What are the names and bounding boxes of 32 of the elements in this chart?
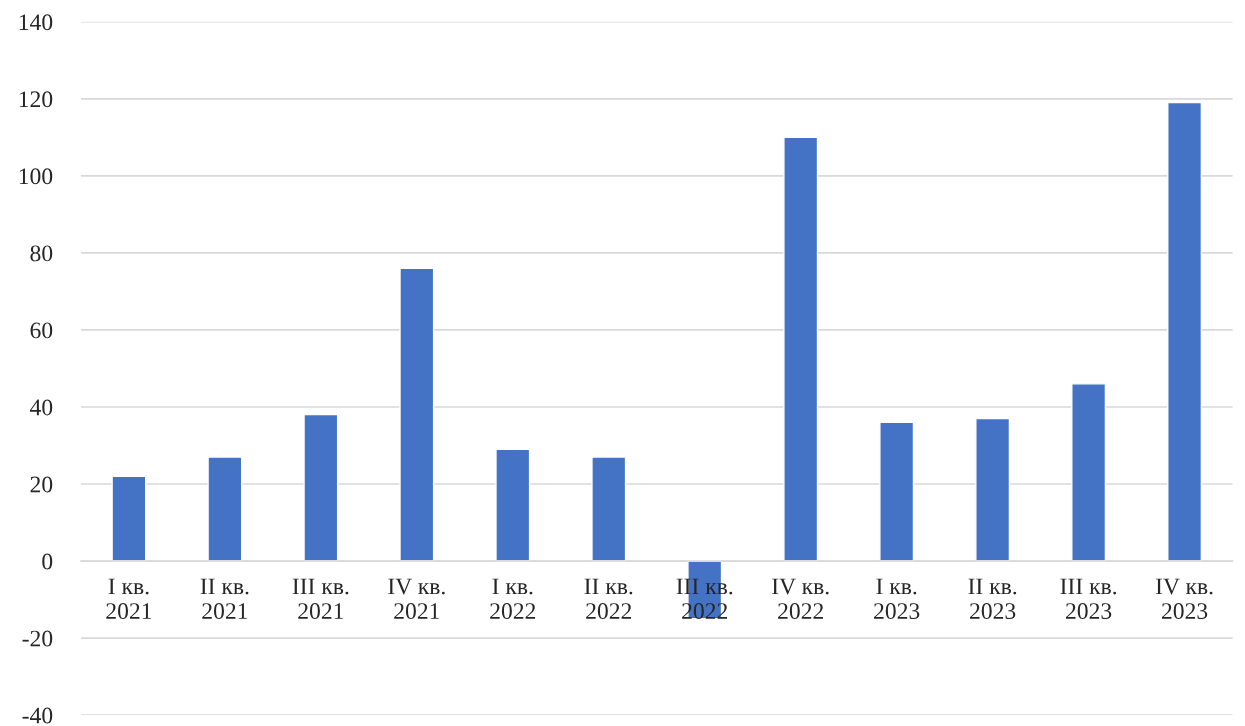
y-tick-label: -40 bbox=[22, 707, 53, 724]
x-tick-label: IV кв. 2021 bbox=[388, 578, 445, 620]
x-tick-label: I кв. 2023 bbox=[874, 578, 920, 620]
x-tick-label: IV кв. 2022 bbox=[772, 578, 829, 620]
x-tick-label: IV кв. 2023 bbox=[1155, 578, 1213, 620]
x-tick-label: II кв. 2023 bbox=[968, 578, 1017, 620]
bar bbox=[207, 456, 243, 562]
bar bbox=[1167, 101, 1203, 562]
bar bbox=[975, 417, 1011, 562]
bar bbox=[303, 413, 339, 562]
bar bbox=[879, 421, 915, 562]
x-tick-label: II кв. 2022 bbox=[584, 578, 633, 620]
y-tick-label: 100 bbox=[19, 168, 53, 185]
bar bbox=[495, 448, 531, 562]
y-tick-label: 20 bbox=[30, 476, 53, 493]
x-tick-label: I кв. 2022 bbox=[490, 578, 536, 620]
y-tick-label: -20 bbox=[22, 630, 53, 647]
y-tick-label: 0 bbox=[42, 553, 53, 570]
bar bbox=[783, 136, 819, 562]
y-tick-label: 120 bbox=[19, 91, 53, 108]
bar bbox=[399, 267, 435, 562]
x-tick-label: II кв. 2021 bbox=[200, 578, 249, 620]
x-tick-label: III кв. 2021 bbox=[292, 578, 349, 620]
bar bbox=[591, 456, 627, 562]
bar bbox=[111, 475, 147, 562]
y-tick-label: 140 bbox=[19, 14, 53, 31]
y-tick-label: 60 bbox=[30, 322, 53, 339]
y-tick-label: 80 bbox=[30, 245, 53, 262]
bar bbox=[1071, 383, 1107, 562]
x-tick-label: I кв. 2021 bbox=[106, 578, 152, 620]
y-tick-label: 40 bbox=[30, 399, 53, 416]
x-tick-label: III кв. 2023 bbox=[1060, 578, 1117, 620]
